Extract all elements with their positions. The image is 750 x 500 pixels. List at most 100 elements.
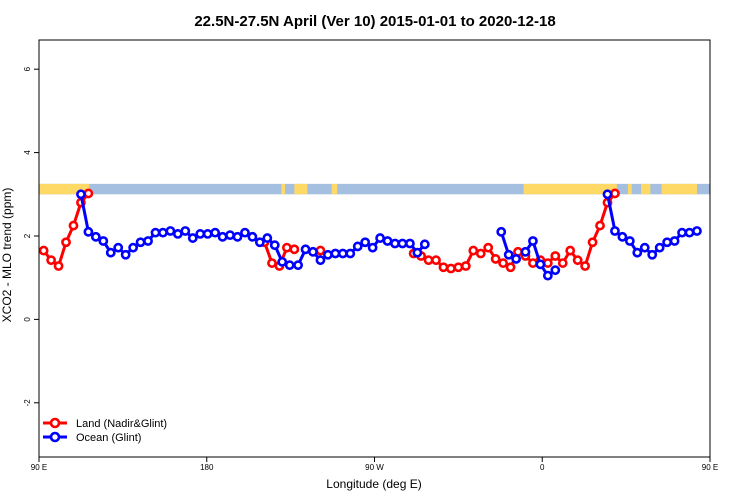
data-point	[382, 236, 393, 246]
legend-marker	[49, 417, 61, 429]
land-band-segment	[281, 183, 286, 195]
data-point	[511, 254, 522, 264]
data-point	[315, 245, 326, 256]
data-point	[617, 231, 628, 242]
data-point	[496, 226, 507, 237]
data-point	[654, 242, 665, 253]
series-land	[38, 188, 620, 274]
data-point	[390, 238, 400, 249]
ocean-band	[39, 183, 710, 195]
data-point	[580, 261, 591, 271]
data-point	[503, 249, 514, 260]
land-band-segment	[523, 183, 617, 195]
series-layer	[38, 188, 702, 281]
data-point	[490, 254, 501, 264]
data-point	[195, 229, 206, 239]
y-axis-label: XCO2 - MLO trend (ppm)	[0, 188, 14, 323]
chart-title: 22.5N-27.5N April (Ver 10) 2015-01-01 to…	[194, 13, 555, 30]
series-ocean	[76, 189, 702, 281]
data-point	[684, 227, 695, 238]
data-point	[240, 227, 250, 238]
data-point	[647, 249, 658, 260]
data-point	[76, 189, 86, 200]
data-point	[68, 220, 79, 231]
land-band-segment	[39, 183, 90, 195]
data-point	[535, 259, 546, 270]
data-point	[397, 238, 408, 249]
x-tick-label: 180	[200, 463, 214, 472]
data-point	[210, 227, 221, 238]
data-point	[330, 248, 341, 259]
legend-marker	[49, 431, 61, 443]
data-point	[483, 242, 494, 253]
x-tick-label: 90 E	[702, 463, 718, 472]
data-point	[565, 245, 576, 256]
data-point	[677, 227, 687, 238]
data-point	[352, 241, 363, 252]
data-point	[438, 262, 449, 273]
data-point	[284, 260, 295, 271]
y-tick-label: 4	[23, 150, 32, 155]
data-point	[61, 237, 71, 248]
data-point	[281, 242, 292, 253]
data-point	[315, 255, 326, 266]
series-line	[606, 193, 698, 257]
data-point	[225, 230, 235, 241]
data-point	[158, 227, 168, 238]
data-point	[542, 258, 553, 268]
data-point	[143, 236, 153, 246]
data-point	[269, 240, 280, 251]
data-point	[293, 260, 303, 271]
data-point	[300, 244, 311, 255]
data-point	[267, 258, 277, 268]
data-point	[247, 231, 258, 242]
data-point	[624, 236, 635, 246]
data-point	[587, 237, 598, 248]
data-point	[277, 256, 288, 267]
y-tick-label: 6	[23, 66, 32, 71]
data-point	[232, 231, 243, 242]
data-point	[595, 220, 605, 231]
data-point	[498, 258, 509, 268]
data-point	[662, 237, 673, 248]
data-point	[550, 265, 561, 276]
data-point	[83, 188, 94, 199]
data-point	[542, 270, 553, 281]
data-point	[632, 247, 643, 258]
axes-layer: 90 E 180 90 W 0 90 E -2 0 2 4 6	[23, 66, 718, 472]
data-point	[475, 248, 486, 259]
data-point	[90, 231, 101, 242]
data-point	[528, 258, 538, 268]
data-point	[187, 233, 198, 243]
data-point	[308, 246, 318, 257]
data-point	[431, 255, 441, 266]
data-point	[446, 263, 456, 274]
x-tick-label: 90 E	[31, 463, 47, 472]
data-point	[337, 248, 348, 259]
data-point	[135, 237, 146, 248]
data-point	[367, 242, 378, 253]
data-point	[468, 245, 479, 256]
data-point	[550, 251, 561, 261]
data-point	[375, 233, 385, 243]
data-point	[150, 227, 161, 238]
data-point	[120, 249, 131, 260]
data-point	[360, 237, 371, 248]
y-tick-label: 0	[23, 317, 32, 322]
data-point	[520, 246, 531, 257]
data-point	[38, 245, 49, 256]
legend: Land (Nadir&Glint) Ocean (Glint)	[43, 417, 167, 444]
data-point	[254, 237, 265, 248]
data-point	[602, 189, 613, 200]
x-tick-label: 90 W	[365, 463, 384, 472]
land-band-segment	[661, 183, 697, 195]
data-point	[217, 231, 228, 242]
legend-item-ocean: Ocean (Glint)	[43, 431, 141, 444]
data-point	[323, 249, 333, 260]
land-band-segment	[294, 183, 308, 195]
land-band-segment	[641, 183, 651, 195]
data-point	[128, 242, 139, 253]
legend-label: Land (Nadir&Glint)	[76, 418, 167, 430]
